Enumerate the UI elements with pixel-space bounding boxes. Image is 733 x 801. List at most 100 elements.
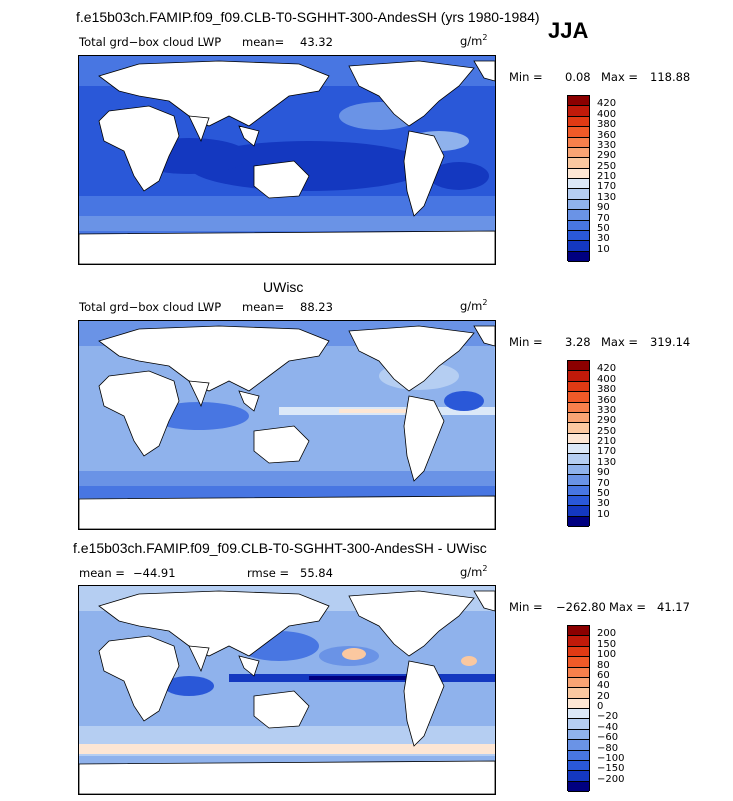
colorbar-segment (568, 241, 589, 252)
panel3-units: g/m2 (460, 564, 488, 579)
colorbar-segment (568, 495, 589, 507)
colorbar-segment (568, 719, 589, 730)
colorbar-tick-label: 360 (597, 394, 617, 406)
panel1-mean-label: mean= (242, 35, 285, 49)
colorbar-tick-label: 330 (597, 404, 617, 416)
panel2-variable-label: Total grd−box cloud LWP (79, 300, 222, 314)
colorbar-tick-label: −80 (597, 742, 619, 754)
panel2-map-svg (79, 321, 495, 529)
colorbar-tick-label: 10 (597, 508, 610, 520)
panel3-mean-label: mean = (79, 566, 125, 580)
colorbar-tick-label: 150 (597, 638, 617, 650)
colorbar-segment (568, 381, 589, 393)
colorbar-tick-label: 360 (597, 129, 617, 141)
colorbar-segment (568, 636, 589, 647)
colorbar-segment (568, 158, 589, 169)
colorbar-tick-label: −20 (597, 711, 619, 723)
panel3-max-value: 41.17 (657, 600, 690, 614)
panel3-min-label: Min = (509, 600, 543, 614)
colorbar-tick-label: −60 (597, 732, 619, 744)
colorbar-tick-label: 170 (597, 181, 617, 193)
colorbar-tick-label: 130 (597, 191, 617, 203)
colorbar-tick-label: 420 (597, 98, 617, 110)
colorbar-tick-label: 420 (597, 363, 617, 375)
colorbar-tick-label: 210 (597, 436, 617, 447)
panel3-colorbar (567, 625, 590, 792)
colorbar-tick-label: 100 (597, 649, 617, 661)
colorbar-segment (568, 412, 589, 424)
panel3-map-svg (79, 586, 495, 794)
panel2-section-title: UWisc (263, 279, 304, 295)
panel3-rmse-value: 55.84 (300, 566, 333, 580)
colorbar-segment (568, 361, 589, 372)
panel1-min-label: Min = (509, 70, 543, 84)
colorbar-tick-label: 380 (597, 384, 617, 396)
colorbar-segment (568, 760, 589, 772)
colorbar-segment (568, 516, 589, 527)
colorbar-segment (568, 392, 589, 403)
colorbar-tick-label: 60 (597, 669, 610, 681)
colorbar-segment (568, 729, 589, 741)
panel1-colorbar (567, 95, 590, 262)
colorbar-segment (568, 677, 589, 689)
colorbar-segment (568, 220, 589, 231)
colorbar-segment (568, 179, 589, 190)
colorbar-segment (568, 781, 589, 792)
colorbar-segment (568, 646, 589, 658)
colorbar-segment (568, 485, 589, 496)
colorbar-segment (568, 106, 589, 117)
colorbar-segment (568, 147, 589, 159)
colorbar-tick-label: 290 (597, 150, 617, 162)
panel3-map (78, 585, 496, 795)
panel1-min-value: 0.08 (565, 70, 591, 84)
colorbar-tick-label: 80 (597, 659, 610, 671)
colorbar-tick-label: −40 (597, 721, 619, 733)
colorbar-segment (568, 698, 589, 709)
panel2-units: g/m2 (460, 298, 488, 313)
colorbar-segment (568, 210, 589, 221)
colorbar-segment (568, 688, 589, 699)
colorbar-tick-label: 10 (597, 243, 610, 255)
panel1-max-value: 118.88 (650, 70, 691, 84)
colorbar-segment (568, 137, 589, 148)
colorbar-tick-label: 70 (597, 212, 610, 224)
colorbar-segment (568, 371, 589, 382)
colorbar-tick-label: 50 (597, 222, 610, 234)
colorbar-tick-label: 30 (597, 233, 610, 245)
colorbar-segment (568, 199, 589, 211)
colorbar-segment (568, 96, 589, 107)
colorbar-segment (568, 740, 589, 751)
colorbar-segment (568, 709, 589, 720)
colorbar-tick-label: 50 (597, 487, 610, 499)
colorbar-segment (568, 464, 589, 476)
colorbar-tick-label: 40 (597, 680, 610, 692)
panel2-min-label: Min = (509, 335, 543, 349)
colorbar-segment (568, 475, 589, 486)
colorbar-tick-label: −200 (597, 773, 625, 785)
colorbar-tick-label: 0 (597, 701, 604, 712)
figure-title: f.e15b03ch.FAMIP.f09_f09.CLB-T0-SGHHT-30… (76, 9, 540, 25)
colorbar-tick-label: 210 (597, 171, 617, 182)
colorbar-tick-label: 290 (597, 415, 617, 427)
colorbar-segment (568, 230, 589, 242)
panel3-max-label: Max = (609, 600, 647, 614)
colorbar-tick-label: −100 (597, 752, 625, 764)
colorbar-tick-label: 330 (597, 139, 617, 151)
colorbar-segment (568, 433, 589, 444)
colorbar-segment (568, 750, 589, 761)
colorbar-segment (568, 667, 589, 678)
colorbar-segment (568, 251, 589, 262)
panel2-mean-value: 88.23 (300, 300, 333, 314)
panel1-map (78, 55, 496, 265)
colorbar-tick-label: 30 (597, 498, 610, 510)
colorbar-tick-label: 20 (597, 690, 610, 702)
colorbar-segment (568, 454, 589, 465)
panel3-mean-value: −44.91 (133, 566, 176, 580)
panel1-units: g/m2 (460, 33, 488, 48)
colorbar-tick-label: 170 (597, 446, 617, 458)
panel2-max-value: 319.14 (650, 335, 691, 349)
panel1-mean-value: 43.32 (300, 35, 333, 49)
colorbar-tick-label: 250 (597, 425, 617, 437)
season-label: JJA (548, 18, 589, 43)
colorbar-segment (568, 657, 589, 668)
